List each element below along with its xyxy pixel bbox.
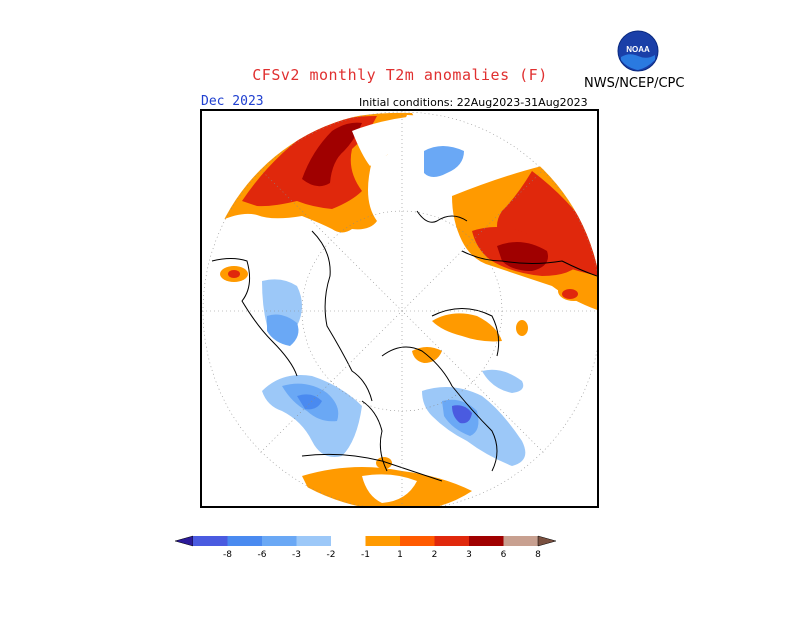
colorbar-tick-label: 6 — [501, 550, 507, 560]
colorbar-tick-label: -6 — [258, 550, 267, 560]
map-title: CFSv2 monthly T2m anomalies (F) — [252, 66, 548, 84]
polar-map-frame — [200, 109, 599, 508]
colorbar: -8 -6 -3 -2 -1 1 2 3 6 8 — [174, 532, 625, 572]
colorbar-cell — [365, 536, 400, 546]
colorbar-cell — [400, 536, 435, 546]
colorbar-tick-label: -8 — [223, 550, 232, 560]
colorbar-tick-label: 3 — [466, 550, 472, 560]
organization-label: NWS/NCEP/CPC — [584, 76, 685, 91]
colorbar-cell — [193, 536, 228, 546]
noaa-logo-text: NOAA — [626, 45, 650, 54]
colorbar-right-arrow — [537, 535, 557, 547]
colorbar-cell — [262, 536, 297, 546]
colorbar-cell — [227, 536, 262, 546]
anomaly-warm-extreme — [302, 122, 362, 187]
colorbar-tick-label: 1 — [397, 550, 403, 560]
noaa-logo: NOAA — [617, 30, 659, 72]
colorbar-cell — [469, 536, 504, 546]
initial-conditions-label: Initial conditions: 22Aug2023-31Aug2023 — [359, 96, 588, 109]
colorbar-cell — [296, 536, 331, 546]
polar-stereographic-map — [202, 111, 597, 506]
colorbar-tick-label: 2 — [432, 550, 438, 560]
colorbar-cell — [434, 536, 469, 546]
colorbar-cell — [331, 536, 366, 546]
colorbar-left-arrow — [174, 535, 194, 547]
colorbar-cell — [503, 536, 538, 546]
forecast-period: Dec 2023 — [201, 94, 264, 109]
colorbar-tick-label: -1 — [361, 550, 370, 560]
colorbar-tick-label: 8 — [535, 550, 541, 560]
colorbar-tick-label: -2 — [327, 550, 336, 560]
colorbar-tick-label: -3 — [292, 550, 301, 560]
